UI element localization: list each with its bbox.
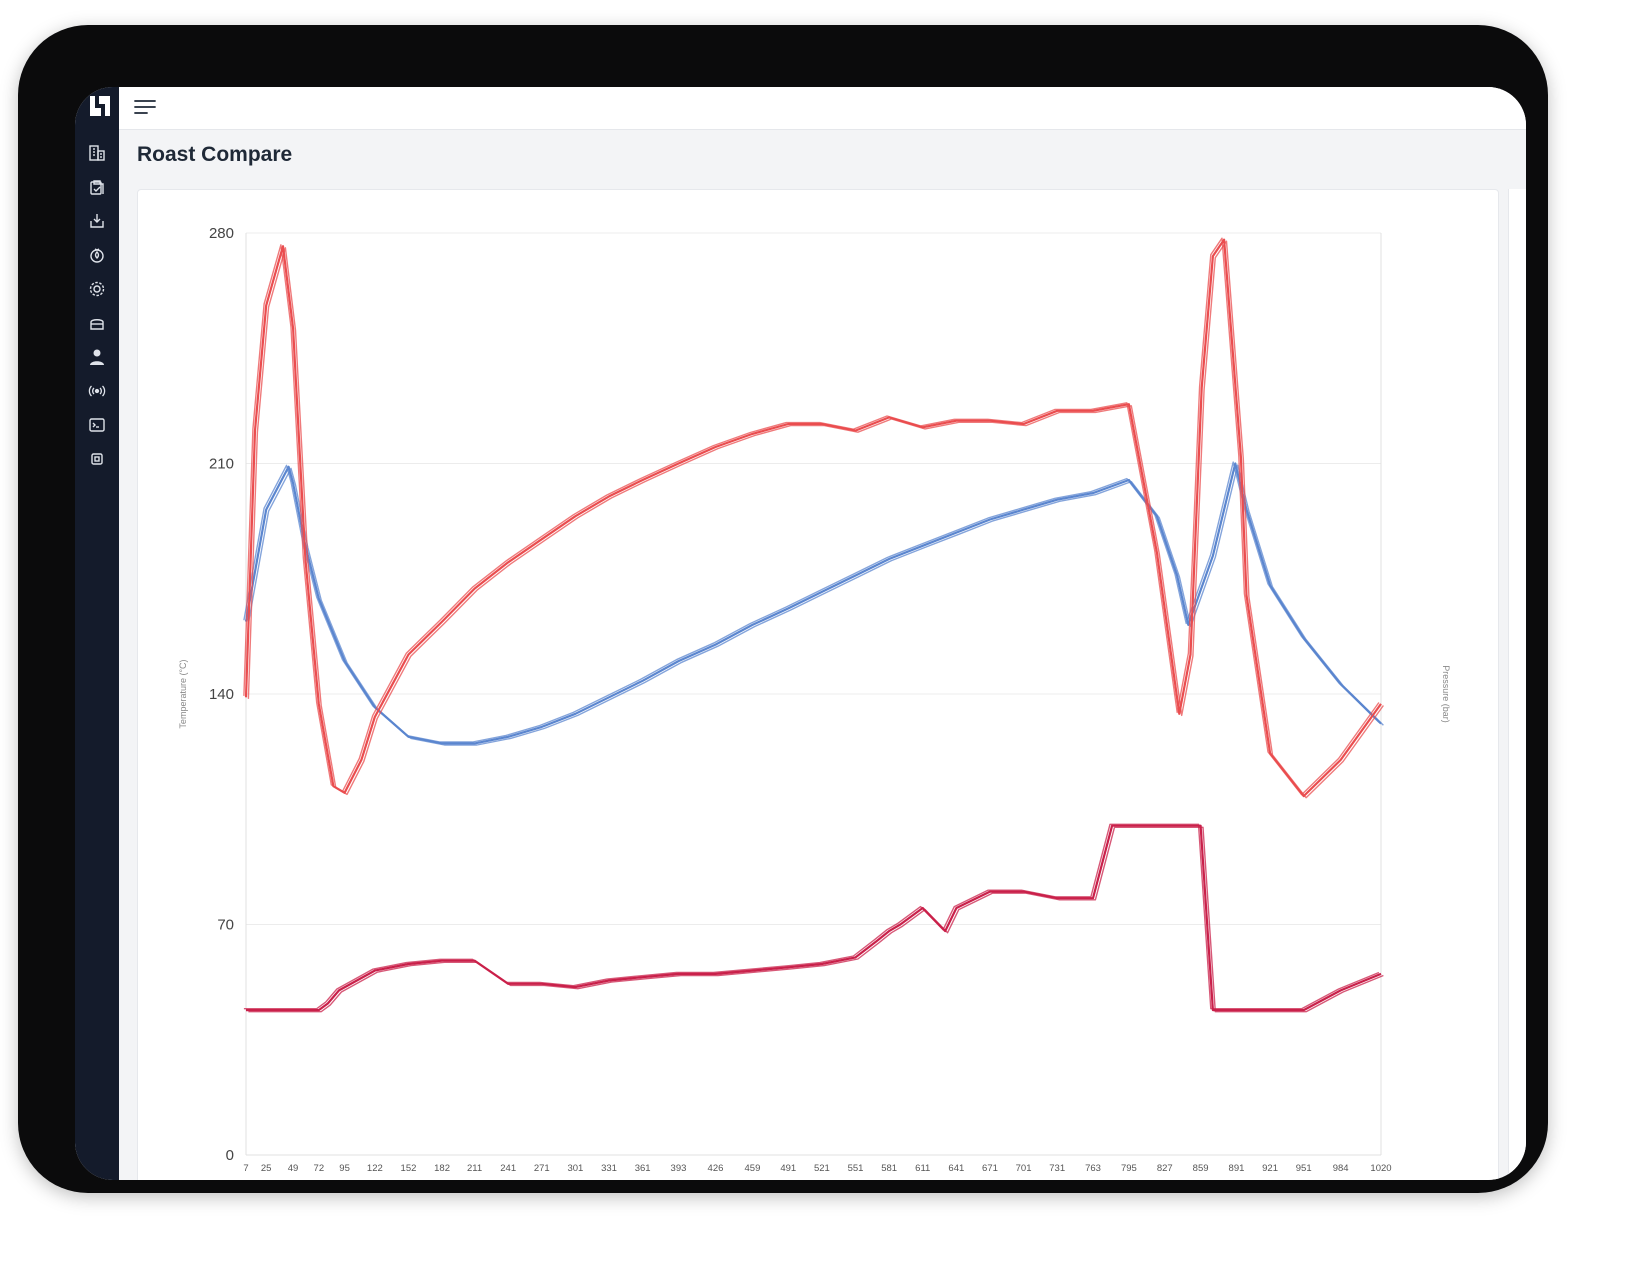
x-tick-label: 182 — [434, 1163, 450, 1174]
sidebar-item-buildings[interactable] — [88, 144, 106, 162]
series-line — [247, 464, 1384, 746]
y-tick-label: 0 — [226, 1147, 234, 1164]
sidebar-item-import[interactable] — [88, 212, 106, 230]
sidebar — [75, 87, 119, 1180]
x-tick-label: 25 — [261, 1163, 272, 1174]
series-line — [247, 240, 1384, 799]
x-tick-label: 95 — [339, 1163, 350, 1174]
x-tick-label: 859 — [1193, 1163, 1209, 1174]
series-line — [246, 824, 1382, 1012]
top-bar — [119, 87, 1526, 130]
sidebar-item-reports[interactable] — [88, 178, 106, 196]
x-tick-label: 611 — [915, 1163, 930, 1174]
x-tick-label: 393 — [671, 1163, 687, 1174]
x-tick-label: 122 — [367, 1163, 383, 1174]
terminal-icon — [89, 418, 105, 432]
x-tick-label: 763 — [1085, 1163, 1101, 1174]
series-line — [243, 461, 1380, 743]
roast-compare-chart: 0 70 140 210 280 7 25 49 72 95 122 152 182 211 241 271 3… — [178, 225, 1451, 1174]
series-line — [248, 826, 1384, 1013]
x-tick-label: 891 — [1229, 1163, 1245, 1174]
x-tick-label: 7 — [243, 1163, 248, 1174]
x-tick-label: 301 — [567, 1163, 583, 1174]
x-tick-label: 152 — [401, 1163, 417, 1174]
sidebar-item-devices[interactable] — [88, 382, 106, 400]
x-tick-label: 521 — [814, 1163, 830, 1174]
series-line — [244, 238, 1382, 798]
sidebar-item-roasters[interactable] — [88, 314, 106, 332]
user-icon — [90, 349, 104, 365]
broadcast-icon — [88, 385, 106, 397]
x-tick-label: 827 — [1157, 1163, 1173, 1174]
app-screen: Roast Compare 0 70 140 210 280 7 25 49 72 95 122 15… — [75, 87, 1526, 1180]
y-tick-label: 210 — [209, 456, 234, 473]
fire-icon — [90, 248, 104, 263]
series-line — [243, 823, 1380, 1010]
gear-icon — [89, 281, 105, 297]
x-tick-label: 671 — [982, 1163, 998, 1174]
x-tick-label: 551 — [848, 1163, 864, 1174]
series-line — [244, 462, 1382, 745]
y-axis-title: Temperature (°C) — [178, 659, 188, 728]
sidebar-item-settings[interactable] — [88, 280, 106, 298]
x-tick-label: 361 — [635, 1163, 651, 1174]
x-tick-label: 331 — [601, 1163, 617, 1174]
x-tick-label: 921 — [1262, 1163, 1278, 1174]
logo-icon — [90, 96, 110, 116]
series-line — [243, 237, 1380, 796]
sidebar-item-users[interactable] — [88, 348, 106, 366]
tablet-frame: Roast Compare 0 70 140 210 280 7 25 49 72 95 122 15… — [18, 25, 1548, 1193]
x-tick-label: 1020 — [1370, 1163, 1391, 1174]
x-tick-label: 72 — [314, 1163, 325, 1174]
y2-axis-title: Pressure (bar) — [1441, 665, 1451, 723]
sidebar-item-hardware[interactable] — [88, 450, 106, 468]
x-tick-label: 984 — [1333, 1163, 1349, 1174]
x-tick-label: 241 — [500, 1163, 516, 1174]
clipboard-check-icon — [90, 180, 104, 195]
roast-compare-card: 0 70 140 210 280 7 25 49 72 95 122 152 182 211 241 271 3… — [137, 189, 1499, 1180]
x-tick-label: 701 — [1016, 1163, 1032, 1174]
building-icon — [89, 145, 105, 161]
x-tick-label: 211 — [467, 1163, 482, 1174]
menu-icon[interactable] — [133, 97, 157, 117]
x-tick-label: 459 — [745, 1163, 761, 1174]
sidebar-item-roasts[interactable] — [88, 246, 106, 264]
side-panel — [1508, 189, 1526, 1180]
x-tick-label: 49 — [288, 1163, 299, 1174]
chip-icon — [91, 453, 103, 465]
y-tick-label: 70 — [217, 917, 234, 934]
x-tick-label: 581 — [881, 1163, 897, 1174]
x-tick-label: 271 — [534, 1163, 550, 1174]
sidebar-item-console[interactable] — [88, 416, 106, 434]
page-title: Roast Compare — [137, 143, 293, 166]
drum-icon — [90, 319, 104, 330]
download-box-icon — [90, 214, 104, 228]
y-tick-label: 140 — [209, 686, 234, 703]
x-tick-label: 641 — [948, 1163, 964, 1174]
x-tick-label: 491 — [780, 1163, 796, 1174]
x-tick-label: 426 — [708, 1163, 724, 1174]
x-tick-label: 795 — [1121, 1163, 1137, 1174]
x-tick-label: 951 — [1296, 1163, 1312, 1174]
x-tick-label: 731 — [1049, 1163, 1065, 1174]
y-tick-label: 280 — [209, 225, 234, 242]
